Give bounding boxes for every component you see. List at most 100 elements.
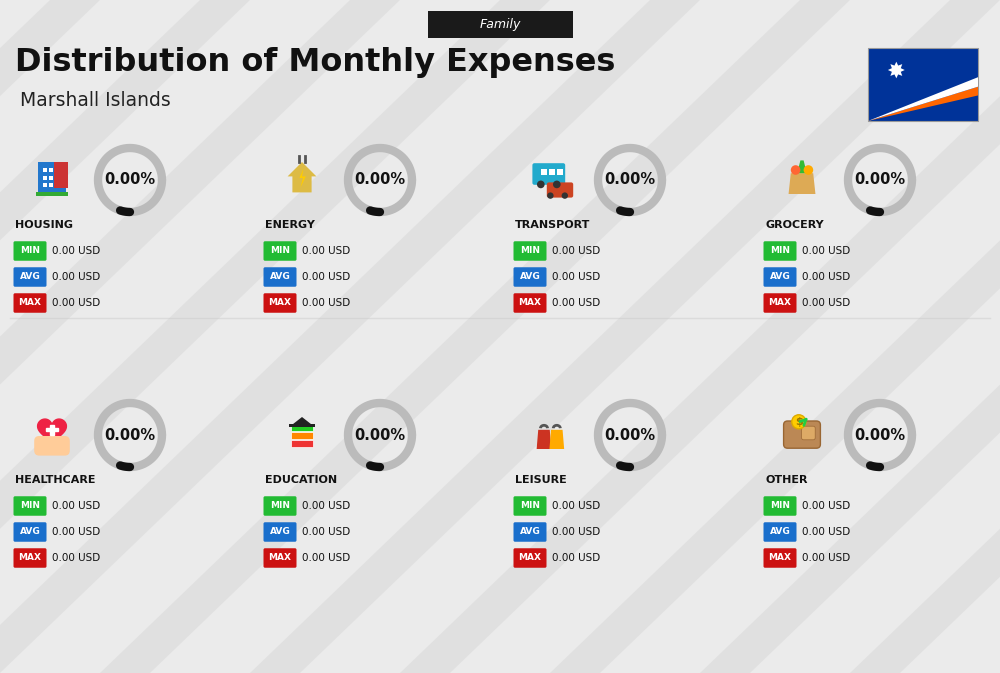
Text: MIN: MIN [270,501,290,511]
Text: 0.00 USD: 0.00 USD [802,272,850,282]
Polygon shape [100,0,850,673]
FancyBboxPatch shape [532,163,565,185]
Text: 0.00 USD: 0.00 USD [52,298,100,308]
Polygon shape [50,425,54,435]
Text: MIN: MIN [520,246,540,256]
Text: AVG: AVG [520,273,540,281]
FancyBboxPatch shape [541,169,547,175]
Text: 0.00 USD: 0.00 USD [802,527,850,537]
FancyBboxPatch shape [49,168,53,172]
Text: MAX: MAX [768,553,792,563]
FancyBboxPatch shape [514,496,546,516]
Polygon shape [0,0,400,673]
Text: MIN: MIN [520,501,540,511]
Text: 0.00%: 0.00% [854,172,906,188]
Text: AVG: AVG [770,528,790,536]
FancyBboxPatch shape [264,267,296,287]
FancyBboxPatch shape [14,293,46,313]
FancyBboxPatch shape [14,548,46,568]
Polygon shape [0,0,700,673]
FancyBboxPatch shape [868,48,978,121]
FancyBboxPatch shape [38,162,66,194]
Text: MAX: MAX [268,299,292,308]
Circle shape [553,180,561,188]
Text: ✸: ✸ [886,61,905,81]
Polygon shape [868,87,978,121]
Text: 0.00 USD: 0.00 USD [552,553,600,563]
Text: MIN: MIN [770,246,790,256]
Text: 0.00 USD: 0.00 USD [52,272,100,282]
FancyBboxPatch shape [264,496,296,516]
FancyBboxPatch shape [802,426,815,439]
Text: Distribution of Monthly Expenses: Distribution of Monthly Expenses [15,48,615,79]
FancyBboxPatch shape [514,522,546,542]
FancyBboxPatch shape [264,293,296,313]
Text: 0.00 USD: 0.00 USD [52,527,100,537]
Text: MIN: MIN [270,246,290,256]
Text: HOUSING: HOUSING [15,220,73,230]
Polygon shape [288,162,316,192]
Polygon shape [550,0,1000,673]
Text: 0.00 USD: 0.00 USD [302,246,350,256]
Circle shape [562,192,568,199]
Polygon shape [46,428,58,431]
FancyBboxPatch shape [289,424,315,427]
FancyBboxPatch shape [264,522,296,542]
Text: 0.00 USD: 0.00 USD [302,272,350,282]
Text: 0.00 USD: 0.00 USD [802,246,850,256]
FancyBboxPatch shape [514,267,546,287]
Text: GROCERY: GROCERY [765,220,824,230]
FancyBboxPatch shape [764,522,796,542]
Text: 0.00%: 0.00% [604,427,656,443]
FancyBboxPatch shape [291,432,313,439]
Text: 0.00%: 0.00% [104,427,156,443]
Polygon shape [868,77,978,121]
Text: MAX: MAX [19,553,42,563]
Polygon shape [299,168,306,188]
Text: 0.00 USD: 0.00 USD [52,246,100,256]
FancyBboxPatch shape [764,241,796,260]
FancyBboxPatch shape [34,436,70,456]
Text: AVG: AVG [520,528,540,536]
Text: HEALTHCARE: HEALTHCARE [15,475,96,485]
FancyBboxPatch shape [428,11,572,38]
Text: MAX: MAX [518,553,542,563]
Circle shape [804,165,813,175]
Text: MAX: MAX [768,299,792,308]
Text: 0.00%: 0.00% [854,427,906,443]
FancyBboxPatch shape [54,162,68,188]
FancyBboxPatch shape [36,192,68,196]
Circle shape [537,180,545,188]
Text: OTHER: OTHER [765,475,808,485]
Polygon shape [850,0,1000,673]
Text: EDUCATION: EDUCATION [265,475,337,485]
FancyBboxPatch shape [514,241,546,260]
Text: 0.00%: 0.00% [604,172,656,188]
Circle shape [791,165,800,175]
Text: 0.00 USD: 0.00 USD [802,298,850,308]
Polygon shape [0,0,550,673]
Text: AVG: AVG [770,273,790,281]
FancyBboxPatch shape [14,241,46,260]
Text: 0.00 USD: 0.00 USD [552,501,600,511]
Text: 0.00%: 0.00% [354,172,406,188]
Text: 0.00 USD: 0.00 USD [552,246,600,256]
Polygon shape [549,430,564,449]
Text: AVG: AVG [20,273,40,281]
Text: 0.00%: 0.00% [354,427,406,443]
Text: 0.00 USD: 0.00 USD [302,501,350,511]
FancyBboxPatch shape [784,421,820,448]
Polygon shape [797,160,807,173]
Text: ENERGY: ENERGY [265,220,315,230]
FancyBboxPatch shape [49,184,53,187]
Text: Marshall Islands: Marshall Islands [20,92,171,110]
FancyBboxPatch shape [49,176,53,180]
Polygon shape [0,0,250,673]
Polygon shape [789,173,815,194]
FancyBboxPatch shape [764,548,796,568]
Polygon shape [700,0,1000,673]
Text: $: $ [795,417,803,427]
Text: Family: Family [479,18,521,31]
FancyBboxPatch shape [549,169,555,175]
FancyBboxPatch shape [14,496,46,516]
